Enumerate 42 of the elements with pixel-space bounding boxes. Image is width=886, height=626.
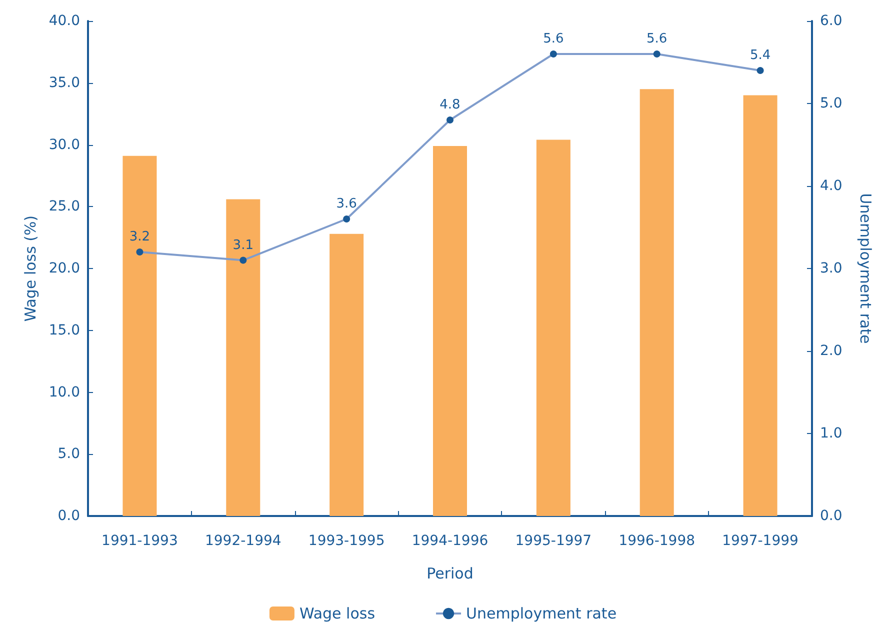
data-label: 5.6 <box>646 32 668 46</box>
y-tick-label: 30.0 <box>48 136 80 153</box>
y2-tick-label: 6.0 <box>820 13 842 29</box>
data-label: 3.1 <box>232 238 254 253</box>
x-tick-label: 1993-1995 <box>308 533 385 549</box>
y-tick-label: 40.0 <box>48 13 80 29</box>
data-label: 5.4 <box>750 48 771 63</box>
x-tick-label: 1994-1996 <box>412 533 488 549</box>
x-tick-label: 1991-1993 <box>102 533 178 549</box>
bar <box>640 89 674 516</box>
data-label: 3.2 <box>129 230 150 244</box>
x-tick-label: 1996-1998 <box>618 533 696 549</box>
x-tick-label: 1992-1994 <box>204 533 282 549</box>
x-tick-label: 1995-1997 <box>515 533 592 549</box>
data-label: 4.8 <box>440 98 460 112</box>
y-tick-label: 15.0 <box>48 322 80 338</box>
y-tick-label: 20.0 <box>48 260 80 276</box>
y2-tick-label: 1.0 <box>820 426 842 442</box>
legend-label: Wage loss <box>299 604 376 622</box>
y2-tick-label: 3.0 <box>820 260 842 276</box>
x-axis-title: Period <box>426 564 474 582</box>
data-label: 3.6 <box>336 196 357 212</box>
bar <box>536 140 570 516</box>
y2-tick-label: 0.0 <box>820 508 842 524</box>
y-tick-label: 10.0 <box>48 384 80 400</box>
y-tick-label: 0.0 <box>58 508 80 524</box>
bar <box>743 95 778 516</box>
y-axis-title: Wage loss (%) <box>21 215 40 322</box>
y-tick-label: 35.0 <box>48 74 80 91</box>
bar <box>122 156 157 516</box>
bar <box>226 199 260 516</box>
x-tick-label: 1997-1999 <box>722 533 798 549</box>
y2-tick-label: 2.0 <box>820 343 842 359</box>
y-tick-label: 25.0 <box>48 198 80 215</box>
legend-label: Unemployment rate <box>466 604 617 622</box>
y2-tick-label: 4.0 <box>820 178 842 194</box>
data-label: 5.6 <box>543 32 564 46</box>
bar <box>433 146 467 516</box>
bar <box>330 234 364 516</box>
y-tick-label: 5.0 <box>58 446 80 462</box>
y2-axis-title: Unemployment rate <box>856 193 874 344</box>
y2-tick-label: 5.0 <box>820 96 842 112</box>
